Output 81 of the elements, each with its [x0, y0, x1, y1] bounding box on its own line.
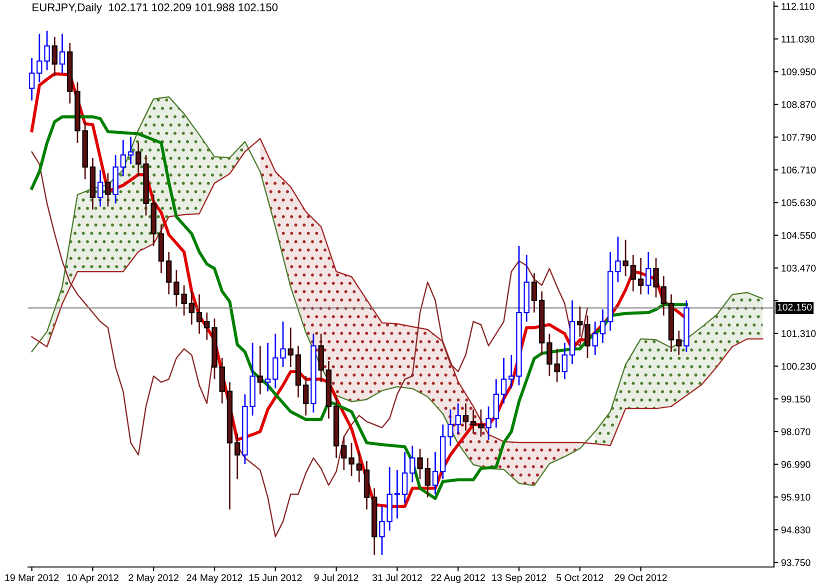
candlestick	[660, 275, 666, 316]
candlestick	[97, 169, 104, 208]
y-tick-label: 112.110	[782, 2, 814, 10]
candlestick	[196, 294, 202, 334]
candlestick	[52, 36, 58, 77]
candlestick	[584, 314, 590, 359]
y-tick-label: 100.230	[782, 362, 816, 370]
candlestick	[288, 326, 294, 368]
candlestick	[478, 408, 484, 438]
candlestick	[462, 402, 469, 432]
candlestick	[455, 402, 461, 434]
candlestick	[188, 290, 194, 326]
candlestick	[638, 257, 644, 296]
y-tick-label: 103.470	[782, 264, 816, 272]
candlestick	[402, 451, 408, 504]
candlestick	[500, 357, 507, 404]
candlestick	[341, 436, 347, 471]
candlestick	[234, 433, 240, 480]
candlestick	[424, 457, 430, 498]
candlestick	[417, 448, 423, 480]
candlestick	[653, 257, 659, 298]
y-tick-label: 104.550	[782, 232, 816, 239]
candlestick	[577, 306, 583, 338]
candlestick	[531, 272, 538, 314]
x-tick-label: 29 Oct 2012	[614, 574, 667, 582]
candlestick	[356, 451, 362, 483]
candlestick	[410, 445, 416, 483]
candlestick	[630, 254, 636, 292]
y-tick-label: 109.950	[782, 68, 816, 76]
candlestick	[646, 251, 652, 296]
candlestick	[348, 442, 354, 477]
x-tick-label: 13 Sep 2012	[492, 574, 546, 584]
candlestick	[600, 308, 606, 344]
candlestick	[28, 57, 35, 102]
candlestick	[470, 408, 476, 434]
ref-line-label: 102.150	[778, 304, 812, 311]
x-tick-label: 24 May 2012	[186, 574, 242, 584]
y-tick-label: 95.910	[781, 494, 810, 501]
y-tick-label: 105.630	[782, 199, 816, 206]
y-tick-label: 107.790	[782, 134, 816, 141]
candlestick	[508, 354, 514, 389]
x-tick-label: 9 Jul 2012	[314, 574, 358, 582]
candlestick	[622, 239, 628, 277]
x-tick-label: 22 Aug 2012	[431, 574, 485, 584]
candlestick	[303, 375, 309, 416]
candlestick	[676, 330, 682, 356]
candlestick	[59, 33, 66, 74]
chart-title: EURJPY,Daily 102.171 102.209 101.988 102.150	[32, 3, 278, 14]
candlestick	[272, 333, 278, 389]
y-tick-label: 94.830	[781, 526, 810, 534]
candlestick	[120, 139, 126, 177]
candlestick	[562, 342, 568, 380]
y-tick-label: 111.030	[782, 36, 814, 43]
line-series	[31, 151, 588, 538]
candlestick	[128, 136, 134, 165]
candlestick	[136, 142, 142, 177]
candlestick	[204, 312, 210, 340]
candlestick	[166, 251, 172, 296]
y-tick-label: 108.870	[782, 101, 816, 108]
candlestick	[264, 342, 271, 392]
y-tick-label: 93.750	[781, 559, 810, 566]
y-tick-label: 106.710	[782, 166, 816, 174]
candlestick	[394, 469, 400, 520]
y-tick-label: 96.990	[781, 461, 810, 468]
x-tick-label: 31 Jul 2012	[372, 574, 422, 582]
candlestick	[486, 406, 492, 440]
x-tick-label: 10 Apr 2012	[67, 574, 118, 584]
x-tick-label: 19 Mar 2012	[5, 574, 59, 582]
x-tick-label: 5 Oct 2012	[556, 574, 604, 582]
candlestick	[432, 451, 438, 495]
candlestick	[448, 408, 454, 447]
y-tick-label: 99.150	[781, 396, 810, 402]
y-tick-label: 98.070	[781, 428, 810, 436]
x-tick-label: 15 Jun 2012	[249, 574, 302, 582]
candlestick	[592, 320, 598, 356]
x-tick-label: 2 May 2012	[128, 574, 179, 584]
candlestick	[105, 172, 111, 208]
candlestick	[257, 345, 264, 396]
y-tick-label: 101.310	[782, 330, 816, 338]
candlestick	[615, 236, 621, 283]
candlestick	[280, 320, 286, 368]
